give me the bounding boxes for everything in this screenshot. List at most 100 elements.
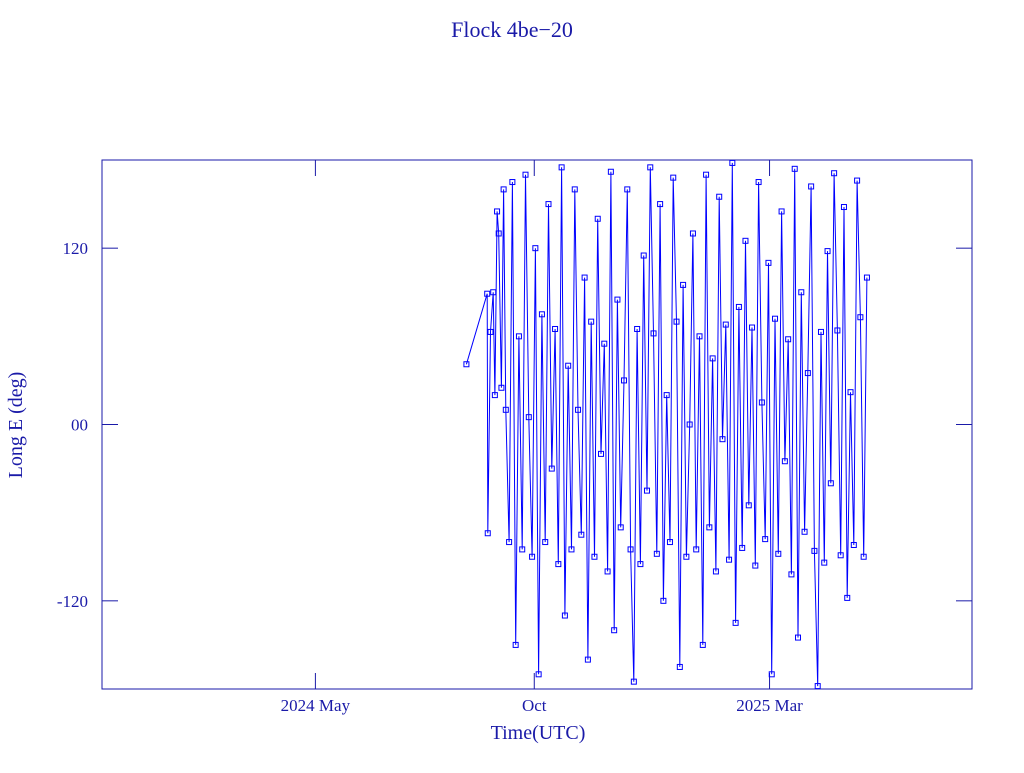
point [568, 546, 575, 553]
point [795, 634, 801, 641]
point [535, 671, 542, 678]
point [565, 362, 572, 369]
point [588, 318, 595, 325]
point [850, 541, 857, 548]
point [670, 174, 677, 181]
point [844, 594, 851, 601]
point [706, 524, 713, 531]
point [772, 315, 779, 322]
point [791, 165, 798, 172]
point [837, 552, 844, 559]
point [643, 487, 650, 494]
point [712, 568, 719, 575]
point [696, 333, 703, 340]
point [487, 328, 494, 335]
point [515, 333, 522, 340]
point [821, 559, 828, 566]
point [686, 421, 693, 428]
series-line [465, 162, 868, 687]
point [637, 561, 644, 568]
point [745, 502, 752, 509]
point [607, 168, 614, 175]
point [854, 177, 861, 184]
point [512, 641, 519, 648]
point [729, 160, 736, 166]
point [663, 392, 670, 399]
point [857, 314, 864, 321]
point [817, 328, 824, 335]
point [578, 531, 585, 538]
point [545, 201, 552, 208]
point [660, 597, 667, 604]
point [500, 186, 507, 193]
point [506, 539, 513, 546]
point [719, 436, 726, 443]
point [657, 201, 664, 208]
x-tick-label: Oct [522, 696, 547, 715]
point [542, 539, 549, 546]
point [484, 530, 491, 537]
x-tick-label: 2025 Mar [736, 696, 803, 715]
point [491, 392, 498, 399]
point [552, 325, 559, 332]
point [490, 289, 497, 296]
point [611, 627, 618, 634]
point [538, 311, 545, 318]
point [591, 553, 598, 560]
point [834, 327, 841, 334]
point [621, 377, 627, 384]
point [739, 544, 746, 551]
point [778, 208, 785, 215]
point [768, 671, 775, 678]
point [634, 325, 641, 332]
point [703, 171, 710, 178]
point [575, 406, 582, 413]
point [676, 663, 683, 670]
point [831, 170, 838, 177]
point [762, 536, 769, 543]
point [863, 274, 870, 281]
point [494, 208, 501, 215]
point [765, 259, 772, 266]
point [785, 336, 792, 343]
point [519, 546, 526, 553]
point [808, 183, 815, 190]
point [693, 546, 700, 553]
point [581, 274, 588, 281]
point [840, 204, 847, 211]
point [640, 252, 647, 259]
x-tick-label: 2024 May [281, 696, 351, 715]
point [811, 547, 818, 554]
point [525, 414, 532, 421]
point [627, 546, 634, 553]
point [598, 450, 605, 457]
point [827, 480, 834, 487]
point [735, 303, 742, 310]
point [726, 556, 733, 563]
point [804, 370, 811, 377]
point [673, 318, 680, 325]
point [484, 290, 491, 297]
y-tick-label: 00 [71, 416, 88, 435]
point [749, 324, 756, 331]
x-axis-label: Time(UTC) [491, 722, 586, 744]
point [653, 550, 660, 557]
point [689, 230, 696, 237]
point [801, 528, 808, 535]
point [752, 562, 759, 569]
point [650, 330, 657, 337]
point [758, 399, 765, 406]
point [775, 550, 782, 557]
point [709, 355, 716, 362]
point [722, 321, 729, 328]
point [860, 553, 867, 560]
y-tick-label: 120 [63, 239, 89, 258]
point [498, 384, 505, 391]
point [624, 186, 631, 193]
point [495, 230, 502, 237]
point [601, 340, 608, 347]
point [561, 612, 568, 619]
point [716, 193, 723, 200]
point [522, 171, 529, 178]
